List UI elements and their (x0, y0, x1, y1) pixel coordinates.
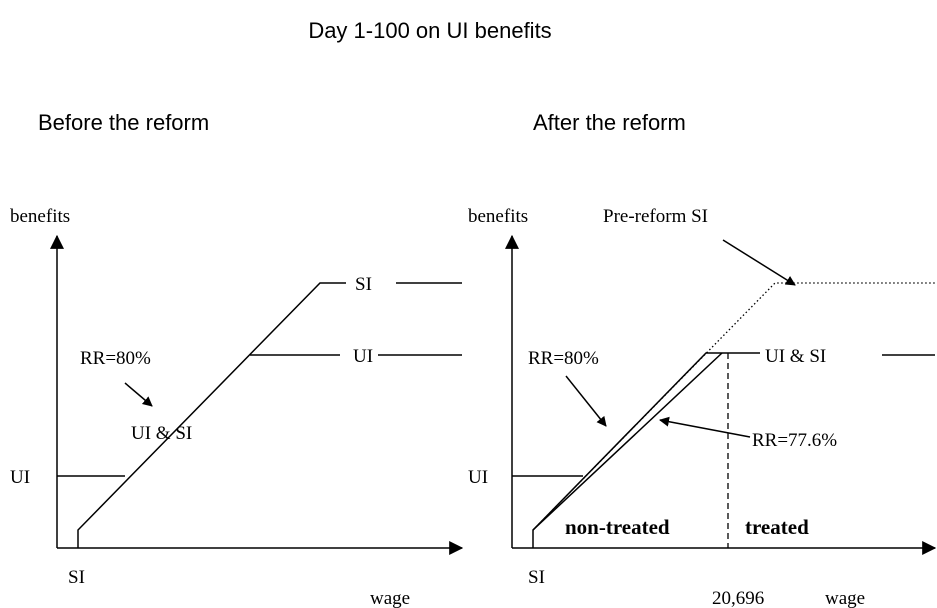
si-label: SI (355, 274, 372, 295)
ui-si-label: UI & SI (131, 423, 192, 444)
title: Day 1-100 on UI benefits (308, 18, 551, 43)
arrow (124, 382, 153, 407)
si-axis: SI (68, 567, 85, 588)
panel-after: After the reform benefits wage 20,696 SI… (468, 110, 937, 608)
y-label: benefits (468, 206, 528, 227)
arrow (659, 416, 751, 438)
rr-new-label: RR=77.6% (752, 430, 837, 451)
rr-label: RR=80% (80, 348, 151, 369)
ui-si-label: UI & SI (765, 346, 826, 367)
benefit-line (77, 282, 346, 548)
rr-label: RR=80% (528, 348, 599, 369)
x-label: wage (825, 588, 865, 608)
heading: After the reform (533, 110, 686, 135)
heading: Before the reform (38, 110, 209, 135)
threshold: 20,696 (712, 588, 764, 608)
benefit-line-80 (532, 352, 760, 548)
pre-reform-line (532, 282, 937, 531)
pre-reform-label: Pre-reform SI (603, 206, 708, 227)
ui-axis: UI (10, 467, 30, 488)
x-label: wage (370, 588, 410, 608)
si-axis: SI (528, 567, 545, 588)
panel-before: Before the reform benefits wage SI UI SI… (10, 110, 464, 608)
ui-axis: UI (468, 467, 488, 488)
ui-label: UI (353, 346, 373, 367)
arrow (565, 375, 607, 427)
y-label: benefits (10, 206, 70, 227)
arrow (722, 239, 796, 286)
benefit-line-776 (532, 352, 723, 531)
treated-label: treated (745, 515, 809, 539)
non-treated-label: non-treated (565, 515, 670, 539)
